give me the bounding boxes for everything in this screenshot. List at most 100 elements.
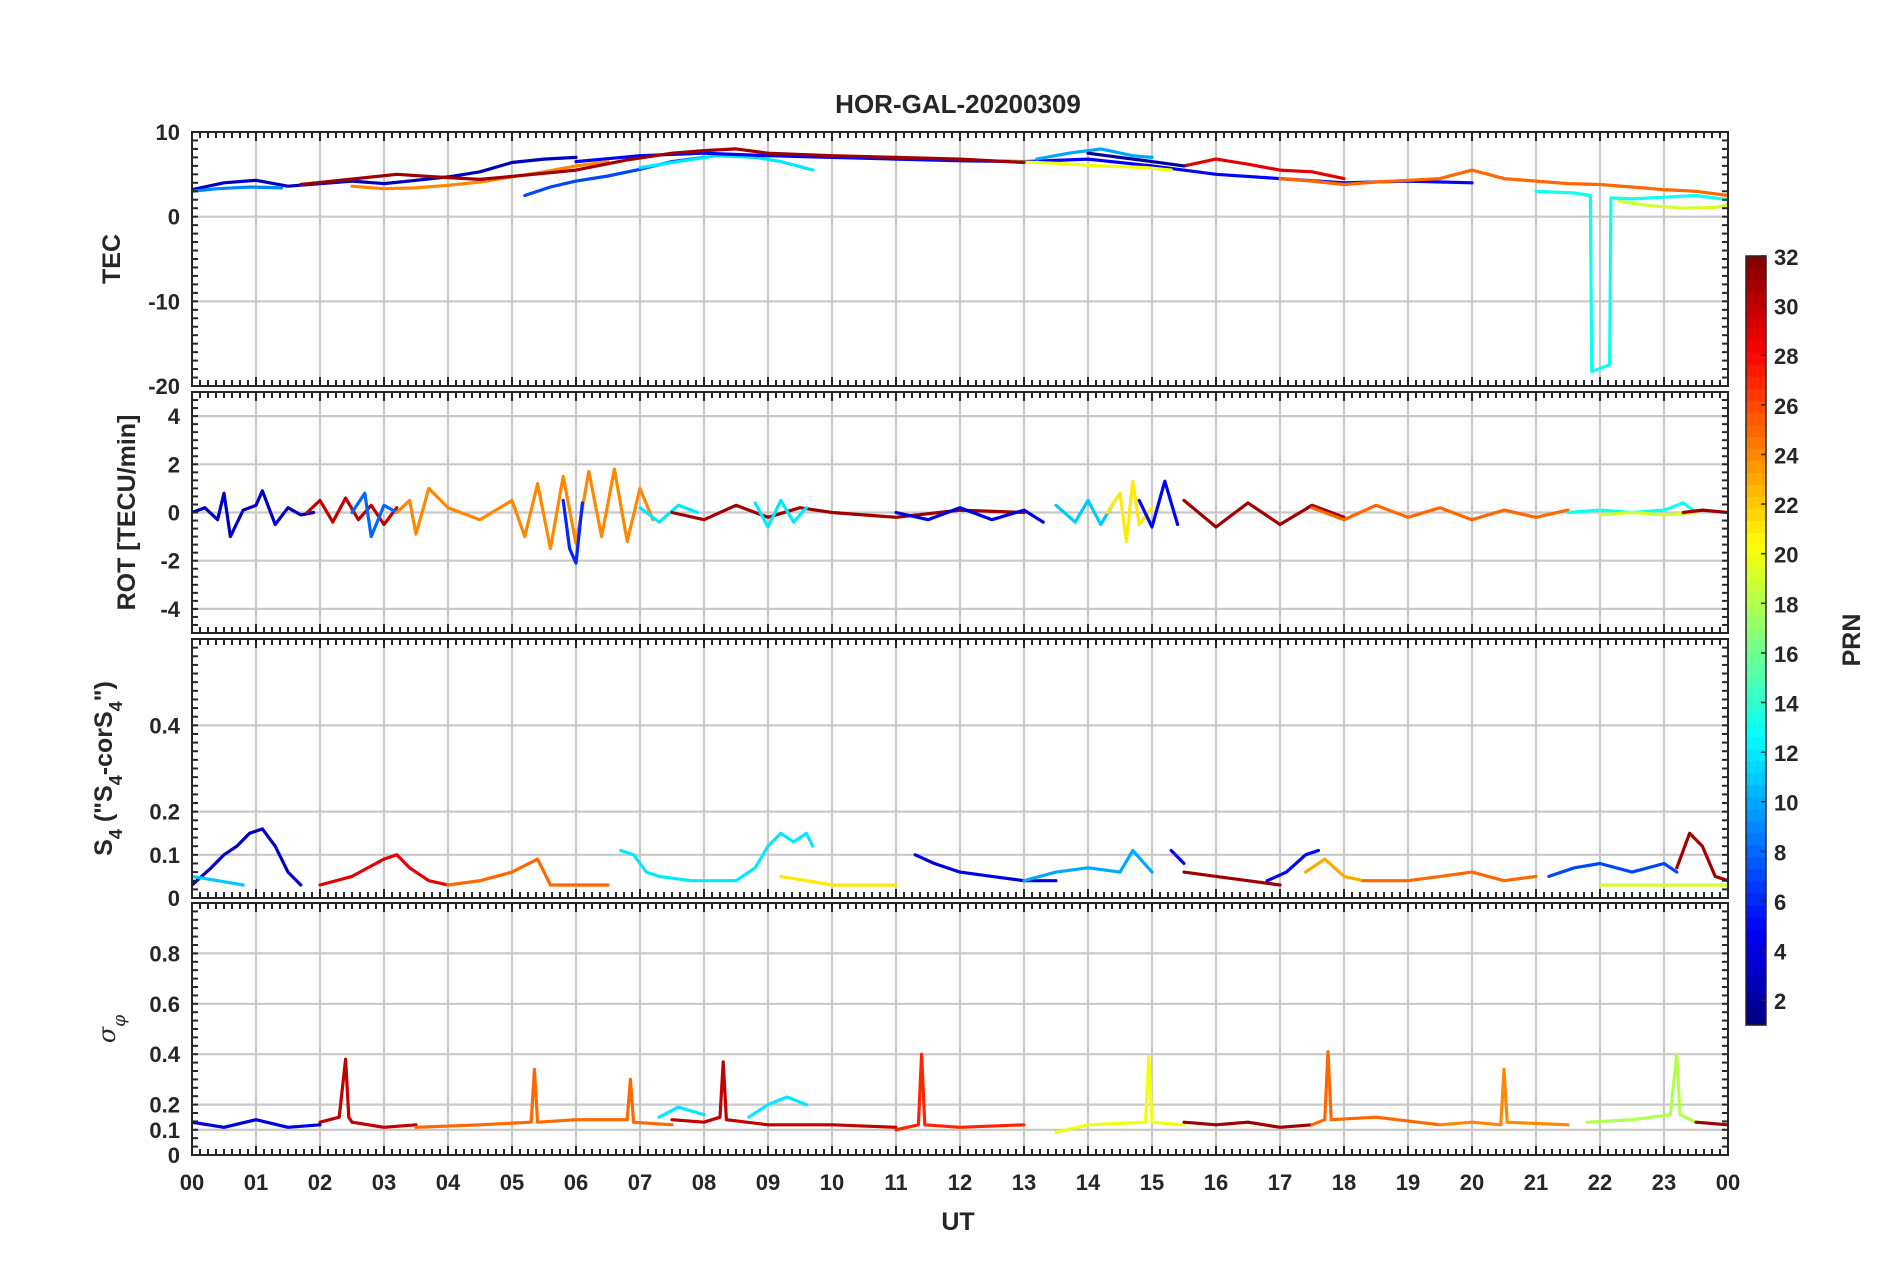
colorbar-tick-label: 22: [1774, 493, 1798, 518]
colorbar-segment: [1746, 376, 1766, 389]
y-tick-label: 0.1: [149, 843, 180, 868]
x-tick-label: 21: [1524, 1170, 1548, 1195]
y-tick-label: 0.4: [149, 1042, 180, 1067]
colorbar-segment: [1746, 496, 1766, 509]
colorbar-tick-label: 26: [1774, 394, 1798, 419]
tick-marks: [191, 638, 1729, 899]
series-group: [192, 467, 1728, 565]
series-prn-31: [1182, 498, 1346, 529]
series-prn-29: [318, 853, 450, 887]
colorbar-tick-label: 16: [1774, 642, 1798, 667]
series-prn-31: [670, 503, 1026, 522]
colorbar-tick-label: 6: [1774, 890, 1786, 915]
colorbar-segment: [1746, 868, 1766, 882]
series-prn-24: [350, 160, 610, 191]
x-tick-label: 14: [1076, 1170, 1101, 1195]
series-prn-5: [1169, 848, 1186, 866]
x-tick-label: 13: [1012, 1170, 1036, 1195]
series-prn-31: [299, 147, 1026, 187]
colorbar-segment: [1746, 556, 1766, 570]
panel-sigphi: 0.8 0.6 0.4 0.20.10 σφ: [93, 902, 1729, 1168]
series-prn-12: [657, 1105, 706, 1119]
colorbar-segment: [1746, 808, 1766, 822]
colorbar-segment: [1746, 268, 1766, 281]
colorbar-frame: [1745, 255, 1767, 1026]
series-prn-23: [1303, 857, 1365, 883]
colorbar-segment: [1746, 280, 1766, 293]
series-prn-25: [1310, 503, 1570, 522]
series-prn-29: [1182, 157, 1346, 181]
series-prn-21: [779, 874, 898, 887]
colorbar-tick-label: 20: [1774, 543, 1798, 568]
y-tick-label: 0.6: [149, 992, 180, 1017]
series-prn-20: [1054, 1055, 1186, 1134]
series-prn-3: [192, 155, 578, 192]
x-tick-label: 07: [628, 1170, 652, 1195]
colorbar-segment: [1746, 796, 1766, 810]
colorbar-segment: [1746, 652, 1766, 666]
x-tick-label: 04: [436, 1170, 461, 1195]
x-tick-label: 15: [1140, 1170, 1164, 1195]
colorbar-segment: [1746, 352, 1766, 365]
colorbar-tick-label: 10: [1774, 791, 1798, 816]
series-prn-3: [192, 827, 303, 887]
x-tick-label: 01: [244, 1170, 268, 1195]
series-prn-24: [1438, 1067, 1570, 1127]
y-tick-label: 0: [168, 886, 180, 911]
x-tick-label: 19: [1396, 1170, 1420, 1195]
colorbar-segment: [1746, 604, 1766, 618]
panel-tec: 10 0 -10 -20 TEC: [98, 120, 1729, 399]
colorbar-segment: [1746, 292, 1766, 305]
y-tick-label: 0: [168, 501, 180, 526]
series-prn-19: [1617, 199, 1728, 210]
y-tick-label: -10: [148, 289, 180, 314]
colorbar-segment: [1746, 904, 1766, 918]
colorbar-segment: [1746, 568, 1766, 582]
colorbar-segment: [1746, 976, 1766, 990]
y-axis-label: σφ: [93, 1015, 130, 1043]
colorbar-segment: [1746, 832, 1766, 846]
colorbar-segment: [1746, 472, 1766, 485]
y-tick-label: 0.8: [149, 941, 180, 966]
series-prn-25: [1361, 870, 1538, 883]
x-tick-label: 05: [500, 1170, 524, 1195]
series-prn-30: [670, 1060, 898, 1129]
series-prn-10: [1022, 848, 1154, 883]
series-prn-3: [192, 489, 316, 539]
colorbar-segment: [1746, 424, 1766, 437]
colorbar-segment: [1746, 688, 1766, 702]
colorbar-segment: [1746, 448, 1766, 461]
series-prn-31: [1675, 831, 1728, 883]
colorbar-segment: [1746, 616, 1766, 630]
y-axis-label: TEC: [98, 234, 126, 284]
colorbar-segment: [1746, 748, 1766, 762]
series-prn-31: [1182, 870, 1282, 887]
series-prn-18: [1585, 1052, 1698, 1124]
colorbar-segment: [1746, 760, 1766, 774]
x-tick-label: 20: [1460, 1170, 1484, 1195]
series-prn-21: [1105, 479, 1154, 544]
y-tick-label: 0.2: [149, 1093, 180, 1118]
series-prn-12: [747, 1095, 809, 1119]
colorbar-tick-label: 2: [1774, 989, 1786, 1014]
colorbar-segment: [1746, 412, 1766, 425]
colorbar-segment: [1746, 712, 1766, 726]
y-tick-label: -20: [148, 374, 180, 399]
x-tick-label: 16: [1204, 1170, 1228, 1195]
colorbar-segment: [1746, 964, 1766, 978]
colorbar-segment: [1746, 328, 1766, 341]
series-prn-11: [192, 874, 245, 887]
series-prn-10: [1035, 147, 1154, 161]
colorbar-segment: [1746, 856, 1766, 870]
tick-marks: [191, 391, 1729, 634]
colorbar-segment: [1746, 736, 1766, 750]
x-tick-label: 12: [948, 1170, 972, 1195]
series-prn-30: [318, 1057, 418, 1129]
series-prn-5: [1137, 479, 1180, 529]
colorbar-segment: [1746, 1012, 1766, 1026]
x-tick-label: 18: [1332, 1170, 1356, 1195]
